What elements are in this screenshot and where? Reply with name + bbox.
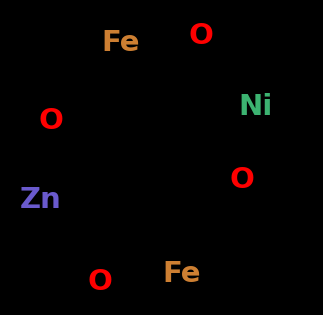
Text: Zn: Zn xyxy=(19,186,61,214)
Text: O: O xyxy=(39,107,64,135)
Text: Ni: Ni xyxy=(239,93,273,121)
Text: O: O xyxy=(229,166,254,193)
Text: O: O xyxy=(88,268,112,296)
Text: Fe: Fe xyxy=(101,29,140,56)
Text: O: O xyxy=(188,22,213,50)
Text: Fe: Fe xyxy=(163,260,201,288)
